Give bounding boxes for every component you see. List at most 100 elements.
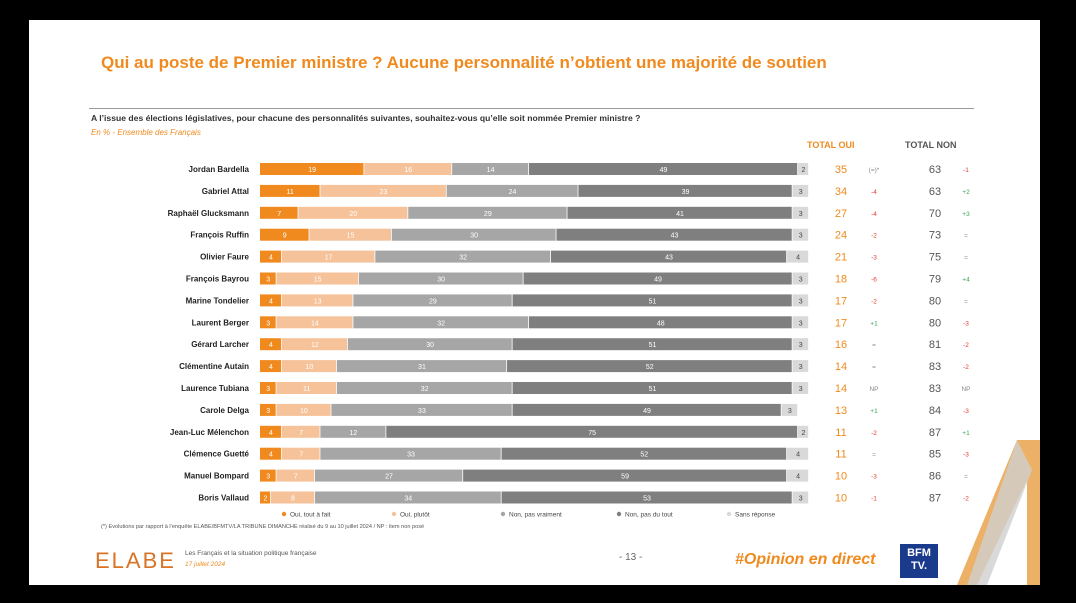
bar-value-label: 2: [802, 430, 806, 437]
total-oui-value: 13: [835, 405, 847, 417]
bar-value-label: 34: [404, 496, 412, 503]
bar-value-label: 32: [459, 255, 467, 262]
bar-segment: [578, 184, 792, 197]
total-oui-value: 21: [835, 252, 847, 264]
total-oui-value: 14: [835, 361, 847, 373]
total-non-value: 75: [929, 252, 941, 264]
bar-value-label: 3: [799, 496, 803, 503]
evolution-non-value: =: [964, 233, 968, 240]
bar-segment: [260, 338, 282, 351]
legend-marker: [281, 511, 287, 517]
bar-segment: [353, 316, 529, 329]
bar-segment: [567, 206, 792, 219]
bfm-logo-line2: TV.: [910, 560, 928, 572]
bar-value-label: 3: [799, 364, 803, 371]
bar-segment: [792, 228, 809, 241]
legend-marker: [391, 511, 397, 517]
bar-segment: [276, 382, 337, 394]
evolution-non-value: -3: [963, 452, 969, 459]
evolution-oui-value: -6: [871, 277, 877, 284]
bar-segment: [512, 382, 792, 394]
bar-segment: [792, 316, 809, 329]
stacked-bar-chart: Jordan Bardella 19 16 14 49 2 35 (=)* 63 -1Gabrie…: [168, 163, 971, 518]
bar-value-label: 13: [314, 298, 322, 305]
total-oui-value: 34: [835, 186, 847, 198]
bar-value-label: 12: [311, 342, 319, 349]
total-non-value: 83: [929, 383, 941, 395]
bar-segment: [512, 338, 792, 351]
evolution-non-value: +3: [962, 211, 970, 218]
bar-segment: [260, 491, 271, 504]
bar-segment: [792, 184, 809, 197]
total-non-value: 86: [929, 471, 941, 483]
legend-marker: [726, 511, 732, 517]
bar-segment: [260, 250, 282, 263]
bar-value-label: 4: [269, 430, 273, 437]
bar-segment: [507, 360, 792, 373]
evolution-non-value: +4: [962, 277, 970, 284]
bar-segment: [320, 184, 446, 197]
slide: Qui au poste de Premier ministre ? Aucun…: [29, 20, 1040, 585]
bar-value-label: 15: [314, 277, 322, 284]
bar-value-label: 14: [487, 167, 495, 174]
bar-segment: [798, 425, 809, 438]
bar-segment: [270, 491, 315, 504]
bar-segment: [792, 491, 809, 504]
bar-value-label: 4: [269, 452, 273, 459]
bar-segment: [281, 447, 320, 460]
bar-value-label: 3: [799, 211, 803, 218]
bar-value-label: 30: [437, 277, 445, 284]
bar-segment: [276, 403, 331, 416]
evolution-oui-value: -1: [871, 496, 877, 503]
source-date: 17 juillet 2024: [185, 561, 226, 568]
evolution-oui-value: +1: [870, 320, 878, 327]
bar-value-label: 51: [649, 342, 657, 349]
total-oui-value: 14: [835, 383, 847, 395]
bar-value-label: 20: [349, 211, 357, 218]
hashtag-label: #Opinion en direct: [735, 551, 876, 568]
total-non-value: 83: [929, 361, 941, 373]
evolution-oui-value: -4: [871, 211, 877, 218]
total-oui-value: 18: [835, 274, 847, 286]
category-label: François Ruffin: [190, 231, 249, 240]
bar-segment: [523, 272, 792, 285]
category-label: Clémence Guetté: [184, 450, 250, 459]
bar-segment: [314, 491, 501, 504]
category-label: Laurent Berger: [192, 318, 249, 327]
bar-segment: [276, 316, 353, 329]
bar-value-label: 29: [484, 211, 492, 218]
bar-value-label: 17: [325, 255, 333, 262]
bar-segment: [281, 338, 348, 351]
bar-value-label: 3: [266, 474, 270, 481]
bar-segment: [331, 403, 512, 416]
bar-segment: [281, 360, 337, 373]
total-non-value: 81: [929, 339, 941, 351]
bar-value-label: 31: [418, 364, 426, 371]
bar-value-label: 52: [646, 364, 654, 371]
total-non-value: 80: [929, 317, 941, 329]
bfmtv-logo: BFM TV.: [900, 544, 938, 578]
bar-segment: [353, 294, 512, 307]
bar-segment: [260, 272, 276, 285]
evolution-oui-value: -2: [871, 298, 877, 305]
category-label: Raphaël Glucksmann: [168, 209, 249, 218]
bar-value-label: 75: [588, 430, 596, 437]
bar-value-label: 2: [802, 167, 806, 174]
bar-value-label: 24: [509, 189, 517, 196]
bar-value-label: 33: [418, 408, 426, 415]
legend-label: Oui, plutôt: [400, 511, 430, 518]
legend-marker: [616, 511, 622, 517]
bar-segment: [787, 447, 809, 460]
bar-value-label: 19: [308, 167, 316, 174]
bar-segment: [358, 272, 523, 285]
bar-segment: [501, 447, 787, 460]
category-label: François Bayrou: [186, 275, 249, 284]
bar-value-label: 3: [799, 320, 803, 327]
bar-segment: [529, 163, 798, 175]
total-non-value: 70: [929, 208, 941, 220]
bar-value-label: 49: [643, 408, 651, 415]
bar-value-label: 51: [649, 298, 657, 305]
bar-segment: [260, 184, 320, 197]
bar-segment: [260, 382, 276, 394]
bar-segment: [792, 338, 809, 351]
